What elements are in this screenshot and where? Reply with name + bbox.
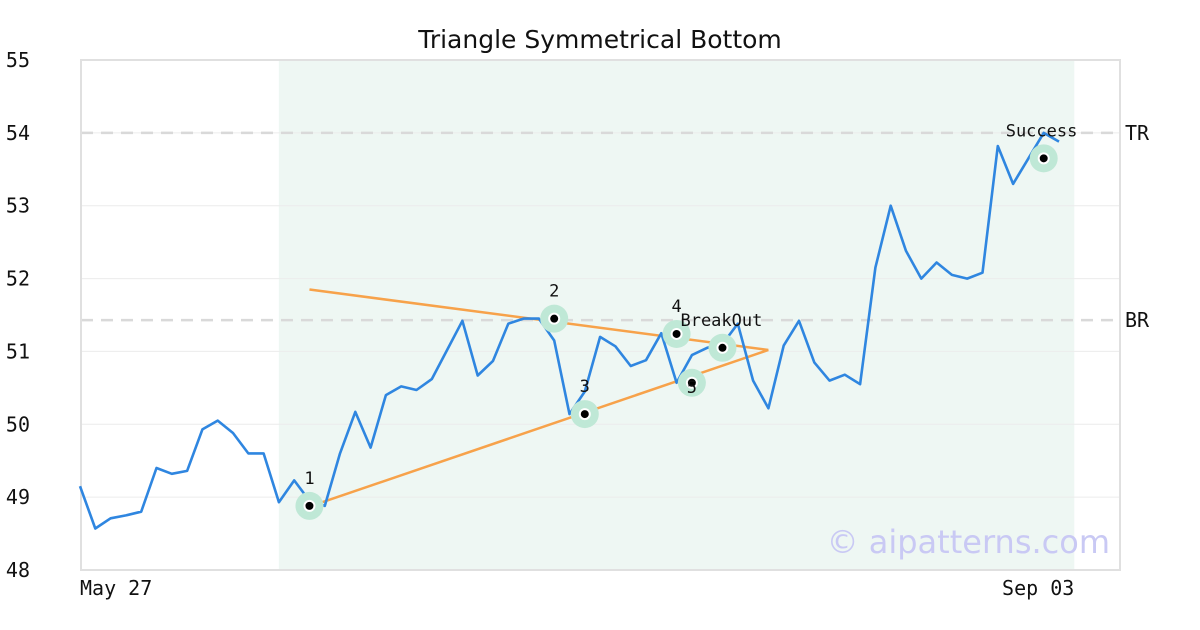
point-label: 1 (304, 469, 314, 489)
chart-title: Triangle Symmetrical Bottom (417, 25, 782, 54)
watermark: © aipatterns.com (827, 523, 1110, 561)
y-axis: 48 49 50 51 52 53 54 55 (6, 48, 30, 582)
reference-label: BR (1125, 308, 1150, 332)
series-line (78, 131, 1060, 530)
x-axis: May 27 Sep 03 (80, 576, 1074, 600)
plot-frame (80, 59, 1121, 571)
y-tick-label: 52 (6, 267, 30, 291)
y-tick-label: 49 (6, 485, 30, 509)
point-marker (716, 341, 729, 354)
y-tick-label: 53 (6, 194, 30, 218)
point-label: 5 (687, 378, 697, 398)
point-label: 2 (549, 282, 559, 302)
y-tick-label: 50 (6, 412, 30, 436)
pattern-points: 1 2 3 4 5 BreakOut Success (295, 121, 1077, 520)
reference-lines: TR BR (81, 121, 1150, 332)
point-label: 4 (671, 297, 681, 317)
y-tick-label: 51 (6, 339, 30, 363)
reference-label: TR (1125, 121, 1150, 145)
point-marker (578, 408, 591, 421)
y-tick-label: 48 (6, 558, 30, 582)
highlight-rect (278, 60, 1075, 570)
x-tick-label: Sep 03 (1002, 576, 1074, 600)
point-marker (685, 376, 698, 389)
x-tick-label: May 27 (80, 576, 152, 600)
y-tick-label: 54 (6, 121, 30, 145)
point-marker (1037, 152, 1050, 165)
point-marker (303, 499, 316, 512)
point-label: BreakOut (680, 311, 762, 331)
point-label: Success (1006, 121, 1078, 141)
y-tick-label: 55 (6, 48, 30, 72)
point-marker (670, 327, 683, 340)
point-marker (548, 312, 561, 325)
point-label: 3 (580, 377, 590, 397)
price-series (78, 131, 1060, 530)
highlight-region (278, 60, 1075, 570)
